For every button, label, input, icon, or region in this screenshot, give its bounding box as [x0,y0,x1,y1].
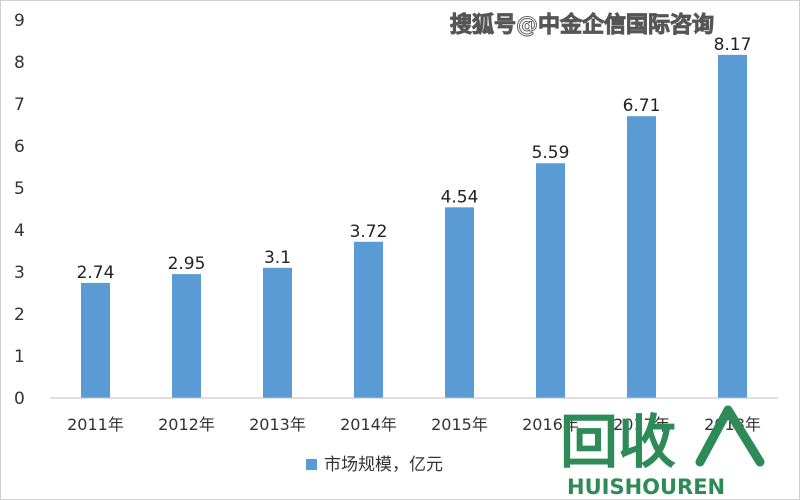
y-tick-label: 0 [14,389,25,409]
bar [354,241,383,398]
y-tick-label: 6 [14,137,25,157]
source-watermark: 搜狐号@中金企信国际咨询 [450,12,715,39]
data-label: 5.59 [532,143,570,163]
data-label: 8.17 [714,35,752,55]
bar [536,163,565,398]
data-label: 6.71 [623,96,661,116]
bar [445,207,474,398]
data-label: 3.72 [350,222,388,242]
logo-en-text: HUISHOUREN [567,475,725,499]
logo-cn-text: 回收 [560,408,676,476]
y-axis: 0 1 2 3 4 5 6 7 8 9 [14,11,25,409]
y-tick-label: 5 [14,179,25,199]
x-tick-label: 2011年 [67,415,124,434]
y-tick-label: 2 [14,305,25,325]
y-tick-label: 8 [14,53,25,73]
source-watermark-text: 搜狐号@中金企信国际咨询 [450,12,714,38]
bar [718,54,747,399]
bar [627,116,656,399]
x-tick-label: 2016年 [522,415,579,434]
y-tick-label: 9 [14,11,25,31]
x-tick-label: 2015年 [431,415,488,434]
data-label: 2.95 [168,254,206,274]
legend-swatch [306,459,317,470]
bar [263,267,292,398]
bar [81,282,110,398]
bar [172,274,201,398]
data-labels: 2.74 2.95 3.1 3.72 4.54 5.59 6.71 8.17 [77,35,752,283]
x-tick-label: 2014年 [340,415,397,434]
data-label: 4.54 [441,187,479,207]
x-tick-label: 2012年 [158,415,215,434]
y-tick-label: 4 [14,221,25,241]
y-tick-label: 1 [14,347,25,367]
x-tick-label: 2017年 [613,415,670,434]
logo-watermark: 回收 HUISHOUREN [560,405,765,499]
legend-label: 市场规模，亿元 [324,455,443,475]
data-label: 3.1 [264,248,291,268]
logo-person-icon [695,405,765,467]
y-tick-label: 3 [14,263,25,283]
bar-series [81,54,747,399]
y-tick-label: 7 [14,95,25,115]
data-label: 2.74 [77,263,115,283]
x-tick-label: 2013年 [249,415,306,434]
legend: 市场规模，亿元 [306,455,443,475]
